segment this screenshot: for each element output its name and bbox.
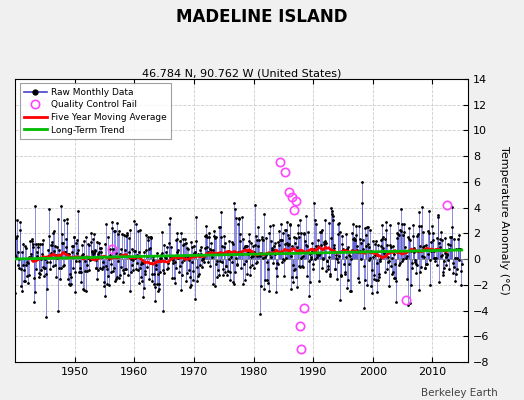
- Y-axis label: Temperature Anomaly (°C): Temperature Anomaly (°C): [499, 146, 509, 295]
- Text: Berkeley Earth: Berkeley Earth: [421, 388, 498, 398]
- Text: MADELINE ISLAND: MADELINE ISLAND: [176, 8, 348, 26]
- Title: 46.784 N, 90.762 W (United States): 46.784 N, 90.762 W (United States): [142, 68, 341, 78]
- Legend: Raw Monthly Data, Quality Control Fail, Five Year Moving Average, Long-Term Tren: Raw Monthly Data, Quality Control Fail, …: [19, 83, 171, 139]
